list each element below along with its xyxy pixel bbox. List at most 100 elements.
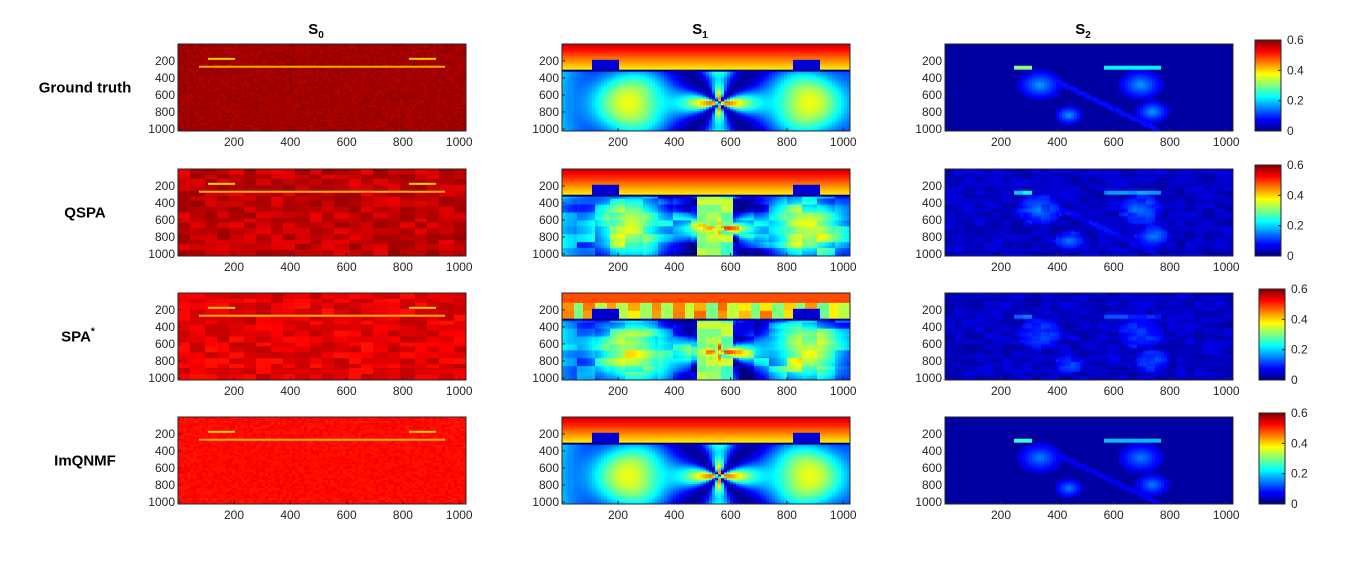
x-tick-label: 800 [777,260,797,274]
x-tick-label: 200 [224,508,244,522]
x-tick-label: 1000 [1213,384,1240,398]
x-tick-label: 600 [1104,135,1124,149]
row-label-3: ImQNMF [54,453,116,470]
x-tick-label: 600 [1104,508,1124,522]
colorbar-0: 00.20.40.6 [1255,33,1304,138]
x-tick-label: 400 [664,384,684,398]
row-label-2: SPA* [61,327,95,346]
colorbar-tick-label: 0 [1291,373,1298,387]
y-tick-label: 600 [922,213,942,227]
y-tick-label: 600 [539,337,559,351]
y-tick-label: 200 [922,54,942,68]
y-tick-label: 800 [922,354,942,368]
y-tick-label: 800 [922,105,942,119]
colorbar-tick-label: 0.6 [1291,406,1308,420]
y-tick-label: 600 [539,461,559,475]
x-tick-label: 200 [608,260,628,274]
x-tick-label: 200 [224,384,244,398]
x-tick-label: 200 [224,135,244,149]
y-tick-label: 800 [539,478,559,492]
x-tick-label: 200 [224,260,244,274]
y-tick-label: 400 [922,196,942,210]
x-tick-label: 400 [664,508,684,522]
y-tick-label: 800 [155,478,175,492]
x-tick-label: 200 [991,135,1011,149]
x-tick-label: 200 [991,508,1011,522]
row-label-1: QSPA [64,205,106,222]
y-tick-label: 1000 [148,371,175,385]
y-tick-label: 1000 [915,495,942,509]
y-tick-label: 800 [155,105,175,119]
x-tick-label: 1000 [830,508,857,522]
x-tick-label: 1000 [1213,135,1240,149]
x-tick-label: 400 [1047,508,1067,522]
x-tick-label: 400 [280,508,300,522]
y-tick-label: 1000 [915,371,942,385]
x-tick-label: 400 [664,135,684,149]
y-tick-label: 1000 [532,371,559,385]
column-title-1: S1 [692,21,708,41]
y-tick-label: 1000 [148,495,175,509]
x-tick-label: 600 [337,384,357,398]
y-tick-label: 600 [539,213,559,227]
colorbar-tick-label: 0.4 [1291,312,1308,326]
y-tick-label: 400 [922,444,942,458]
y-tick-label: 200 [922,427,942,441]
x-tick-label: 200 [991,260,1011,274]
y-tick-label: 400 [922,320,942,334]
colorbar-tick-label: 0.6 [1287,33,1304,47]
y-tick-label: 600 [155,337,175,351]
x-tick-label: 600 [721,260,741,274]
colorbar-1: 00.20.40.6 [1255,158,1304,263]
x-tick-label: 800 [393,384,413,398]
y-tick-label: 600 [539,88,559,102]
y-tick-label: 400 [539,444,559,458]
row-label-0: Ground truth [39,80,131,97]
y-tick-label: 1000 [915,122,942,136]
y-tick-label: 800 [155,230,175,244]
y-tick-label: 400 [155,196,175,210]
x-tick-label: 600 [337,260,357,274]
x-tick-label: 800 [1160,508,1180,522]
y-tick-label: 200 [155,427,175,441]
colorbar-tick-label: 0.4 [1287,188,1304,202]
y-tick-label: 1000 [532,495,559,509]
colorbar-tick-label: 0 [1287,249,1294,263]
x-tick-label: 1000 [446,260,473,274]
x-tick-label: 1000 [446,508,473,522]
y-tick-label: 1000 [148,247,175,261]
y-tick-label: 200 [155,303,175,317]
colorbar-3: 00.20.40.6 [1259,406,1308,511]
x-tick-label: 1000 [830,384,857,398]
y-tick-label: 800 [922,230,942,244]
colorbar-tick-label: 0.2 [1291,467,1308,481]
x-tick-label: 600 [721,384,741,398]
column-title-0: S0 [308,21,324,41]
x-tick-label: 400 [1047,384,1067,398]
y-tick-label: 400 [539,320,559,334]
x-tick-label: 200 [608,135,628,149]
colorbar-tick-label: 0.6 [1287,158,1304,172]
colorbar-tick-label: 0.4 [1287,63,1304,77]
colorbar-tick-label: 0.2 [1291,343,1308,357]
y-tick-label: 1000 [915,247,942,261]
x-tick-label: 600 [1104,260,1124,274]
x-tick-label: 400 [280,260,300,274]
y-tick-label: 200 [539,303,559,317]
colorbar-tick-label: 0.2 [1287,94,1304,108]
x-tick-label: 1000 [446,135,473,149]
colorbar-tick-label: 0.6 [1291,282,1308,296]
x-tick-label: 800 [777,384,797,398]
x-tick-label: 600 [337,135,357,149]
y-tick-label: 600 [922,337,942,351]
x-tick-label: 1000 [830,260,857,274]
